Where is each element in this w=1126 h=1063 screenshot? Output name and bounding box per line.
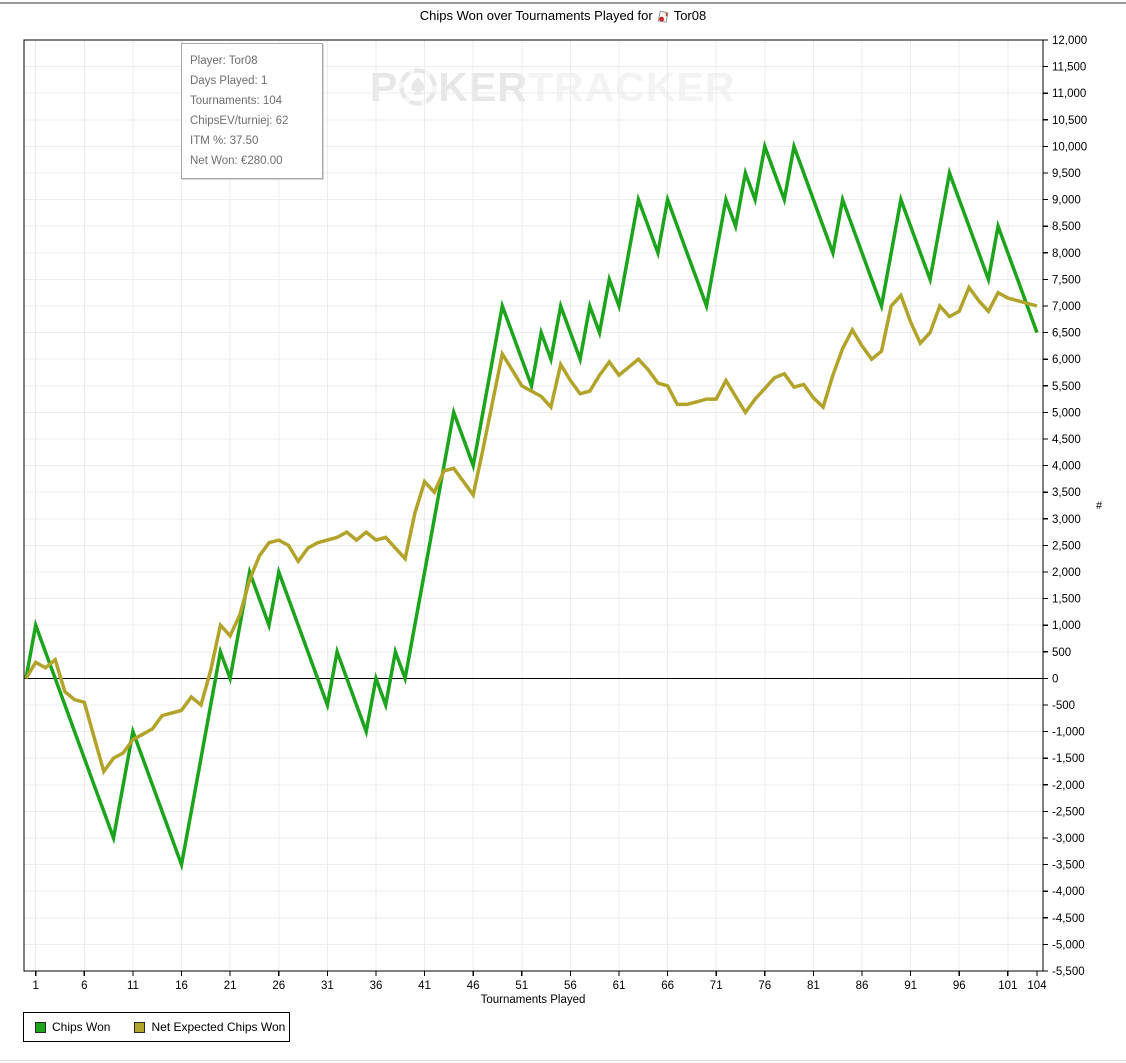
svg-text:16: 16	[175, 980, 188, 992]
svg-text:-3,500: -3,500	[1052, 860, 1085, 872]
svg-text:2,000: 2,000	[1052, 567, 1081, 579]
svg-text:9,500: 9,500	[1052, 168, 1081, 180]
svg-text:11,500: 11,500	[1052, 62, 1086, 74]
svg-text:9,000: 9,000	[1052, 195, 1081, 207]
svg-text:11,000: 11,000	[1052, 88, 1086, 100]
tooltip-tournaments: Tournaments: 104	[190, 95, 283, 107]
svg-text:12,000: 12,000	[1052, 35, 1087, 47]
watermark-ker: KER	[438, 64, 528, 110]
x-axis-title: Tournaments Played	[480, 994, 586, 1006]
chips-won-swatch	[35, 1021, 46, 1033]
svg-text:1,000: 1,000	[1052, 620, 1081, 632]
chart-title-text: Chips Won over Tournaments Played for	[419, 8, 653, 23]
svg-text:4,000: 4,000	[1052, 461, 1081, 473]
svg-text:10,500: 10,500	[1052, 115, 1087, 127]
svg-text:76: 76	[758, 980, 771, 992]
legend-item-chips-won[interactable]: Chips Won	[35, 1020, 110, 1034]
svg-text:-5,000: -5,000	[1052, 939, 1085, 951]
svg-text:81: 81	[807, 980, 820, 992]
svg-text:101: 101	[998, 980, 1017, 992]
svg-text:500: 500	[1052, 647, 1071, 659]
svg-text:8,000: 8,000	[1052, 248, 1081, 260]
svg-text:3,500: 3,500	[1052, 487, 1081, 499]
svg-text:0: 0	[1052, 673, 1058, 685]
stats-tooltip: Player: Tor08 Days Played: 1 Tournaments…	[181, 43, 323, 179]
svg-text:86: 86	[856, 980, 869, 992]
svg-text:-4,000: -4,000	[1052, 886, 1085, 898]
svg-text:5,000: 5,000	[1052, 407, 1081, 419]
net-expected-label: Net Expected Chips Won	[151, 1020, 286, 1034]
svg-text:46: 46	[467, 980, 480, 992]
svg-text:-1,500: -1,500	[1052, 753, 1085, 765]
pokertracker-watermark: P KERTRACKER	[370, 64, 735, 116]
svg-text:51: 51	[515, 980, 528, 992]
svg-text:104: 104	[1027, 980, 1047, 992]
svg-text:7,000: 7,000	[1052, 301, 1081, 313]
svg-text:10,000: 10,000	[1052, 141, 1087, 153]
svg-text:71: 71	[710, 980, 723, 992]
svg-text:31: 31	[321, 980, 334, 992]
tooltip-player: Player: Tor08	[190, 55, 258, 67]
svg-text:2,500: 2,500	[1052, 540, 1081, 552]
svg-text:96: 96	[953, 980, 966, 992]
chips-won-label: Chips Won	[52, 1020, 111, 1034]
chart-title: Chips Won over Tournaments Played for To…	[0, 8, 1126, 23]
window-top-edge	[0, 2, 1126, 4]
svg-text:5,500: 5,500	[1052, 381, 1081, 393]
svg-text:7,500: 7,500	[1052, 274, 1081, 286]
poker-site-icon	[657, 10, 670, 24]
watermark-tracker: TRACKER	[527, 64, 736, 110]
svg-text:61: 61	[613, 980, 626, 992]
svg-text:41: 41	[418, 980, 431, 992]
legend: Chips Won Net Expected Chips Won	[23, 1012, 290, 1042]
svg-text:91: 91	[904, 980, 917, 992]
svg-text:-2,500: -2,500	[1052, 806, 1085, 818]
svg-text:-4,500: -4,500	[1052, 913, 1085, 925]
tooltip-chips-ev: ChipsEV/turniej: 62	[190, 115, 289, 127]
svg-text:6,500: 6,500	[1052, 328, 1081, 340]
tooltip-days-played: Days Played: 1	[190, 75, 268, 87]
svg-text:1: 1	[33, 980, 39, 992]
svg-text:11: 11	[127, 980, 139, 992]
window-bottom-edge	[0, 1060, 1126, 1061]
svg-text:21: 21	[224, 980, 237, 992]
svg-text:-1,000: -1,000	[1052, 727, 1085, 739]
svg-text:6: 6	[81, 980, 87, 992]
y-axis-title: #	[1096, 500, 1103, 512]
watermark-p: P	[370, 64, 399, 110]
svg-text:4,500: 4,500	[1052, 434, 1081, 446]
svg-text:1,500: 1,500	[1052, 594, 1081, 606]
svg-text:26: 26	[272, 980, 285, 992]
svg-text:56: 56	[564, 980, 577, 992]
svg-text:-5,500: -5,500	[1052, 966, 1085, 978]
svg-text:66: 66	[661, 980, 674, 992]
legend-item-net-expected[interactable]: Net Expected Chips Won	[134, 1020, 285, 1034]
chart-title-player: Tor08	[673, 8, 707, 23]
svg-text:-2,000: -2,000	[1052, 780, 1085, 792]
tooltip-itm: ITM %: 37.50	[190, 135, 259, 147]
svg-text:8,500: 8,500	[1052, 221, 1081, 233]
tooltip-net-won: Net Won: €280.00	[190, 155, 283, 167]
svg-text:36: 36	[370, 980, 383, 992]
poker-chip-icon	[399, 68, 438, 116]
svg-text:-500: -500	[1052, 700, 1075, 712]
net-expected-swatch	[134, 1021, 146, 1033]
svg-text:6,000: 6,000	[1052, 354, 1081, 366]
svg-text:3,000: 3,000	[1052, 514, 1081, 526]
svg-text:-3,000: -3,000	[1052, 833, 1085, 845]
